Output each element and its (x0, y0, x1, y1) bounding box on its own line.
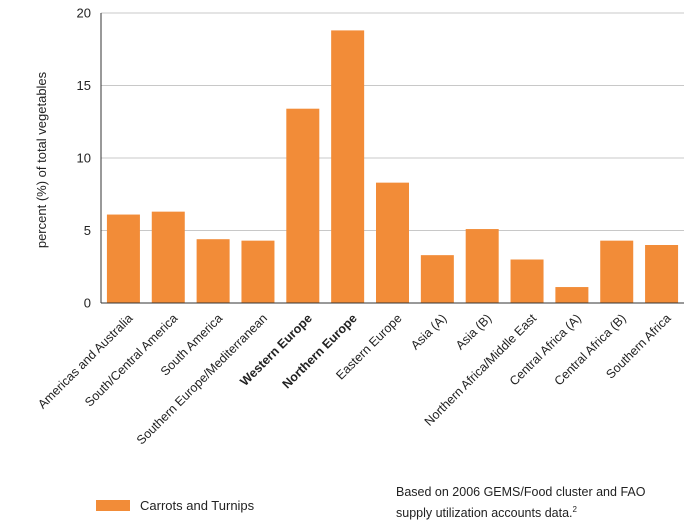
source-note-line2: supply utilization accounts data. (396, 506, 573, 521)
bar (600, 240, 634, 303)
y-tick-label: 20 (77, 6, 91, 21)
y-tick-labels: 0 5 10 15 20 (77, 6, 91, 311)
legend-label: Carrots and Turnips (140, 498, 255, 513)
bar (510, 259, 544, 303)
bar (645, 245, 679, 303)
x-tick-label: Asia (A) (408, 311, 449, 352)
y-axis-title: percent (%) of total vegetables (34, 71, 49, 248)
bar (555, 287, 589, 303)
bar (331, 30, 365, 304)
y-tick-label: 15 (77, 78, 91, 93)
bars (106, 30, 679, 304)
source-note-ref: 2 (572, 505, 577, 514)
bar (376, 182, 409, 303)
bar (241, 240, 275, 303)
y-tick-label: 10 (77, 151, 91, 166)
bar (106, 214, 140, 303)
legend: Carrots and Turnips (96, 498, 254, 513)
x-tick-label: Asia (B) (453, 311, 494, 352)
legend-swatch (96, 500, 130, 511)
bar (151, 211, 185, 303)
bar (465, 229, 499, 303)
axes (100, 13, 684, 304)
bar (286, 108, 320, 303)
source-note: Based on 2006 GEMS/Food cluster and FAO … (396, 484, 681, 522)
bar (196, 239, 230, 303)
bar (420, 255, 454, 303)
y-tick-label: 0 (84, 296, 91, 311)
source-note-line1: Based on 2006 GEMS/Food cluster and FAO (396, 485, 646, 499)
y-tick-label: 5 (84, 223, 91, 238)
